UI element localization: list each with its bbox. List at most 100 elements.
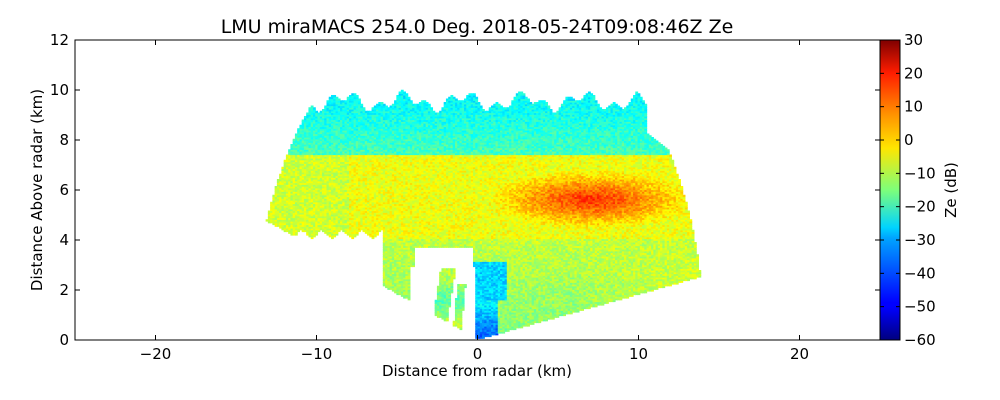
ze-cell	[527, 312, 530, 315]
ze-cell	[540, 315, 544, 318]
ze-cell	[497, 317, 501, 320]
ze-cell	[515, 292, 519, 296]
ze-cell	[520, 324, 524, 327]
ze-cell	[497, 327, 501, 331]
ze-cell	[477, 326, 481, 329]
ze-cell	[488, 298, 492, 301]
ze-cell	[601, 301, 605, 304]
ze-cell	[608, 292, 612, 296]
ze-cell	[479, 320, 483, 324]
ze-cell	[504, 299, 508, 303]
ze-cell	[482, 303, 485, 306]
ze-cell	[502, 308, 506, 311]
ze-cell	[495, 329, 499, 332]
ze-cell	[531, 313, 535, 317]
ze-cell	[511, 327, 515, 331]
ze-cell	[538, 319, 542, 322]
ze-cell	[434, 308, 438, 311]
ze-cell	[441, 303, 445, 306]
ze-cell	[531, 306, 535, 310]
ze-cell	[497, 298, 501, 301]
ze-cell	[520, 292, 524, 296]
ze-cell	[463, 284, 467, 287]
ze-cell	[482, 319, 485, 322]
ze-cell	[475, 322, 479, 325]
ze-cell	[513, 327, 517, 331]
ze-cell	[477, 301, 481, 304]
ze-cell	[536, 292, 539, 296]
ze-cell	[500, 294, 503, 297]
ze-cell	[439, 294, 443, 297]
ze-cell	[484, 299, 488, 303]
ze-cell	[549, 313, 553, 317]
ze-cell	[506, 317, 510, 320]
ze-cell	[454, 310, 458, 313]
ze-cell	[513, 317, 517, 320]
ze-cell	[518, 326, 521, 329]
ze-cell	[531, 303, 535, 306]
ze-cell	[434, 310, 438, 313]
ze-cell	[590, 305, 594, 308]
ze-cell	[439, 298, 443, 301]
ze-cell	[567, 303, 571, 306]
ze-cell	[637, 292, 641, 296]
ze-cell	[511, 322, 515, 325]
ze-cell	[495, 313, 499, 317]
ze-cell	[590, 292, 594, 296]
ze-cell	[482, 306, 485, 310]
ze-cell	[459, 317, 463, 320]
ze-cell	[565, 303, 569, 306]
ze-cell	[500, 327, 503, 331]
chart-title: LMU miraMACS 254.0 Deg. 2018-05-24T09:08…	[221, 16, 734, 38]
ze-cell	[547, 305, 551, 308]
ze-cell	[504, 306, 508, 310]
ze-cell	[513, 292, 517, 296]
ze-cell	[554, 296, 557, 299]
ze-cell	[493, 312, 497, 315]
ze-cell	[574, 292, 578, 296]
ze-cell	[522, 313, 526, 317]
ze-cell	[479, 326, 483, 329]
ze-cell	[457, 326, 461, 329]
ze-cell	[594, 292, 598, 296]
ze-cell	[452, 268, 456, 271]
ze-cell	[542, 308, 546, 311]
ze-cell	[583, 294, 587, 297]
ze-cell	[585, 301, 589, 304]
ze-cell	[596, 301, 600, 304]
ze-cell	[590, 298, 594, 301]
ze-cell	[605, 296, 609, 299]
ze-cell	[439, 306, 443, 310]
ze-cell	[529, 298, 533, 301]
ze-cell	[592, 296, 596, 299]
ze-cell	[513, 324, 517, 327]
ze-cell	[493, 306, 497, 310]
ze-cell	[511, 298, 515, 301]
ze-cell	[578, 308, 582, 311]
ze-cell	[533, 294, 537, 297]
ze-cell	[486, 334, 490, 338]
ze-cell	[509, 298, 512, 301]
ze-cell	[583, 303, 587, 306]
ze-cell	[515, 320, 519, 324]
ze-cell	[491, 298, 494, 301]
ze-cell	[587, 292, 591, 296]
ze-cell	[569, 298, 573, 301]
ze-cell	[445, 303, 449, 306]
ze-cell	[454, 306, 458, 310]
ze-cell	[605, 298, 609, 301]
ze-cell	[617, 296, 621, 299]
ze-cell	[511, 320, 515, 324]
ze-cell	[614, 298, 618, 301]
ze-cell	[443, 306, 447, 310]
ze-cell	[497, 324, 501, 327]
ze-cell	[560, 312, 564, 315]
ze-cell	[560, 298, 564, 301]
ze-cell	[565, 306, 569, 310]
ze-cell	[443, 303, 447, 306]
ze-cell	[479, 294, 483, 297]
ze-cell	[506, 299, 510, 303]
ze-cell	[524, 310, 528, 313]
ze-cell	[529, 319, 533, 322]
ze-cell	[549, 312, 553, 315]
